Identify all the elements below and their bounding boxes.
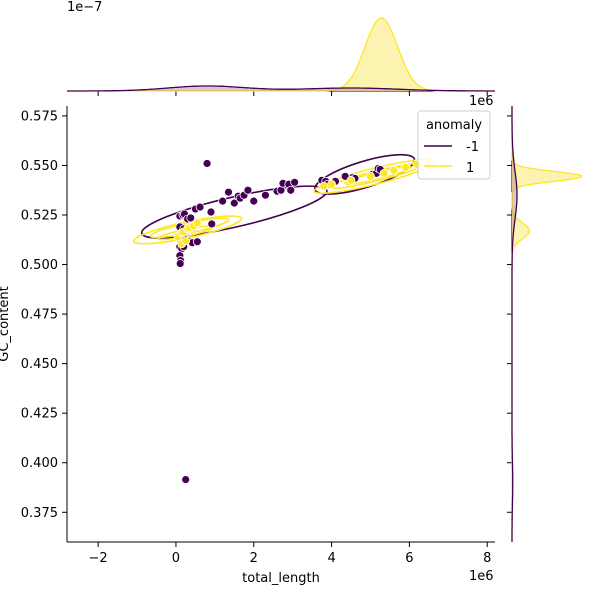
legend-title: anomaly <box>426 118 482 133</box>
point-anomaly-neg <box>290 177 300 187</box>
legend-label-pos: 1 <box>466 161 474 176</box>
y-tick-label: 0.425 <box>21 407 58 422</box>
main-axes: −2 0 2 4 6 8 0.3750.4000.4250.4500.4750.5000.… <box>21 106 495 566</box>
top-offset-text: 1e−7 <box>67 0 102 15</box>
legend: anomaly -1 1 <box>417 110 491 180</box>
point-anomaly-neg <box>195 202 205 212</box>
right-kde-anomaly-neg-line <box>511 106 518 542</box>
x-tick-label: 4 <box>327 551 335 566</box>
point-anomaly-pos <box>366 171 375 181</box>
point-anomaly-pos <box>379 168 389 178</box>
right-kde-anomaly-pos-fill <box>512 106 582 542</box>
top-kde-anomaly-neg-fill <box>67 86 495 91</box>
x-tick-label: 8 <box>483 551 491 566</box>
point-anomaly-neg <box>206 207 216 217</box>
point-anomaly-neg <box>181 475 191 484</box>
point-anomaly-neg <box>218 196 228 206</box>
point-anomaly-pos <box>192 218 202 228</box>
y-tick-label: 0.525 <box>21 209 58 224</box>
point-anomaly-pos <box>319 181 329 191</box>
y-tick-label: 0.575 <box>21 109 58 124</box>
top-marginal-ticks <box>97 91 488 96</box>
point-anomaly-pos <box>401 163 410 172</box>
point-anomaly-neg <box>261 190 270 200</box>
point-anomaly-neg <box>175 259 185 268</box>
point-anomaly-neg <box>192 237 202 247</box>
legend-box <box>417 110 491 180</box>
x-offset-text-top: 1e6 <box>469 94 494 109</box>
x-tick-label: 0 <box>172 551 180 566</box>
right-marginal-ticks <box>507 115 512 513</box>
x-tick-label: 2 <box>250 551 258 566</box>
right-marginal-kde <box>507 106 583 542</box>
top-kde-anomaly-pos-line <box>67 17 495 92</box>
point-anomaly-pos <box>346 175 356 185</box>
x-tick-label: −2 <box>89 551 108 566</box>
x-axis-title: total_length <box>242 571 320 586</box>
point-anomaly-pos <box>181 236 191 246</box>
y-tick-label: 0.400 <box>21 456 58 471</box>
top-kde-anomaly-pos-fill <box>67 18 495 91</box>
y-tick-label: 0.475 <box>21 308 58 323</box>
right-kde-anomaly-neg-fill <box>512 106 517 542</box>
x-offset-text: 1e6 <box>469 569 494 584</box>
y-tick-label: 0.375 <box>21 506 58 521</box>
point-anomaly-neg <box>202 159 212 168</box>
point-anomaly-neg <box>249 196 259 206</box>
x-tick-label: 6 <box>405 551 413 566</box>
y-axis-ticks: 0.375 0.400 0.425 0.450 0.475 0.500 0.525 0.550… <box>21 109 67 521</box>
point-anomaly-neg <box>229 198 239 208</box>
point-anomaly-neg <box>186 213 196 223</box>
kde-neg-contour <box>140 185 328 239</box>
legend-label-neg: -1 <box>466 140 479 155</box>
y-tick-label: 0.550 <box>21 159 58 174</box>
point-anomaly-neg <box>286 185 296 195</box>
point-anomaly-neg <box>243 185 253 195</box>
top-kde-anomaly-neg-line <box>67 85 495 92</box>
point-anomaly-pos <box>389 166 399 175</box>
point-anomaly-neg <box>207 219 217 229</box>
point-anomaly-pos <box>327 179 336 189</box>
point-anomaly-neg <box>224 187 233 197</box>
y-tick-label: 0.450 <box>21 357 58 372</box>
y-tick-label: 0.500 <box>21 258 58 273</box>
x-axis-ticks: −2 0 2 4 6 8 <box>89 542 491 566</box>
top-marginal-kde: 1e−7 <box>67 0 495 96</box>
y-axis-title: GC_content <box>0 286 12 361</box>
